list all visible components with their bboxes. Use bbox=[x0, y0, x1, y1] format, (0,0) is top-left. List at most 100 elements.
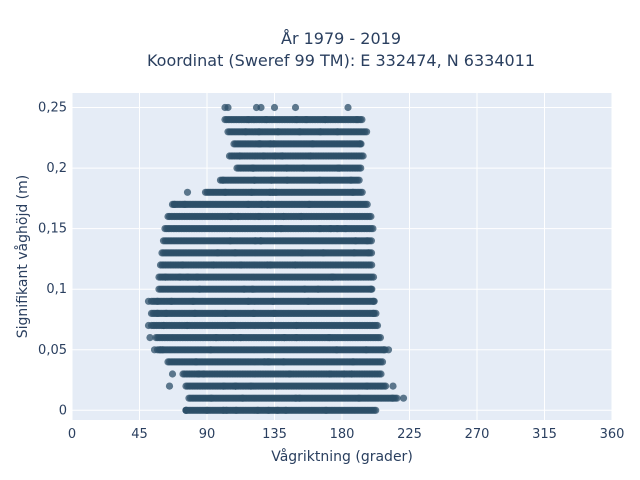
data-point bbox=[260, 152, 268, 160]
data-point bbox=[236, 152, 244, 160]
data-point bbox=[181, 200, 189, 208]
x-tick-label: 180 bbox=[330, 427, 355, 442]
data-point bbox=[260, 358, 269, 366]
chart-title: År 1979 - 2019 Koordinat (Sweref 99 TM):… bbox=[0, 28, 640, 72]
data-point bbox=[328, 273, 336, 281]
data-point bbox=[248, 285, 257, 293]
data-point bbox=[184, 273, 192, 281]
data-point bbox=[319, 249, 327, 257]
data-point bbox=[248, 188, 256, 196]
data-point bbox=[277, 225, 285, 233]
data-point bbox=[316, 128, 324, 136]
data-point bbox=[382, 382, 390, 390]
data-point bbox=[296, 394, 304, 402]
data-point bbox=[264, 200, 272, 208]
data-point bbox=[247, 382, 255, 390]
data-point bbox=[232, 382, 240, 390]
x-tick-label: 135 bbox=[262, 427, 287, 442]
data-point bbox=[314, 285, 322, 293]
data-point bbox=[162, 309, 170, 317]
data-point bbox=[280, 334, 288, 342]
data-point bbox=[365, 249, 373, 257]
data-point bbox=[214, 249, 222, 257]
data-point bbox=[267, 321, 275, 330]
data-point bbox=[302, 116, 310, 124]
data-point bbox=[200, 370, 208, 378]
x-axis-title: Vågriktning (grader) bbox=[271, 448, 413, 465]
data-point bbox=[353, 116, 361, 124]
data-point bbox=[333, 128, 341, 136]
data-point bbox=[299, 164, 307, 172]
data-point bbox=[230, 321, 238, 330]
y-tick-label: 0,05 bbox=[38, 343, 67, 358]
data-point bbox=[363, 200, 371, 208]
data-point bbox=[165, 382, 174, 390]
data-point bbox=[161, 273, 169, 281]
data-point bbox=[220, 382, 228, 390]
data-point bbox=[244, 297, 252, 305]
data-point bbox=[255, 140, 263, 148]
y-tick-label: 0,15 bbox=[38, 222, 67, 237]
y-tick-label: 0,2 bbox=[46, 161, 67, 176]
data-point bbox=[272, 225, 280, 233]
data-point bbox=[207, 346, 215, 354]
data-point bbox=[283, 164, 291, 172]
data-points bbox=[144, 103, 408, 414]
y-axis-title: Signifikant våghöjd (m) bbox=[14, 175, 31, 338]
data-point bbox=[271, 152, 279, 160]
data-point bbox=[168, 370, 177, 378]
data-point bbox=[362, 346, 370, 354]
data-point bbox=[254, 406, 262, 414]
data-point bbox=[257, 103, 265, 112]
data-point bbox=[283, 176, 291, 184]
data-point bbox=[349, 188, 357, 196]
data-point bbox=[195, 285, 204, 293]
data-point bbox=[298, 249, 306, 257]
x-tick-label: 360 bbox=[600, 427, 625, 442]
data-point bbox=[306, 152, 314, 160]
data-point bbox=[178, 261, 186, 269]
data-point bbox=[384, 346, 393, 354]
data-point bbox=[367, 212, 375, 221]
data-point bbox=[224, 103, 232, 112]
data-point bbox=[146, 334, 154, 342]
data-point bbox=[369, 225, 377, 233]
data-point bbox=[355, 394, 363, 402]
data-point bbox=[293, 321, 301, 330]
data-point bbox=[274, 128, 282, 136]
data-point bbox=[234, 212, 242, 221]
data-point bbox=[203, 406, 211, 414]
chart-subtitle-line: Koordinat (Sweref 99 TM): E 332474, N 63… bbox=[146, 51, 536, 70]
data-point bbox=[255, 128, 263, 136]
x-tick-label: 0 bbox=[68, 427, 76, 442]
x-tick-label: 270 bbox=[465, 427, 490, 442]
data-point bbox=[350, 249, 358, 257]
data-point bbox=[363, 237, 371, 245]
data-point bbox=[305, 200, 313, 208]
data-point bbox=[159, 321, 168, 330]
data-point bbox=[292, 334, 300, 342]
data-point bbox=[344, 103, 352, 112]
data-point bbox=[264, 406, 273, 414]
data-point bbox=[389, 382, 397, 390]
data-point bbox=[262, 116, 270, 124]
data-point bbox=[193, 273, 201, 281]
data-point bbox=[266, 140, 274, 148]
data-point bbox=[349, 358, 357, 366]
chart-title-line: År 1979 - 2019 bbox=[281, 29, 401, 48]
data-point bbox=[240, 285, 248, 293]
data-point bbox=[176, 273, 184, 281]
data-point bbox=[207, 394, 215, 402]
data-point bbox=[280, 212, 288, 221]
data-point bbox=[270, 103, 279, 112]
y-tick-label: 0 bbox=[59, 403, 67, 418]
data-point bbox=[372, 406, 380, 414]
data-point bbox=[273, 382, 281, 390]
data-point bbox=[333, 225, 341, 233]
data-point bbox=[291, 261, 299, 269]
data-point bbox=[144, 321, 153, 330]
data-point bbox=[221, 188, 229, 196]
y-tick-label: 0,25 bbox=[38, 101, 67, 116]
data-point bbox=[341, 225, 350, 233]
